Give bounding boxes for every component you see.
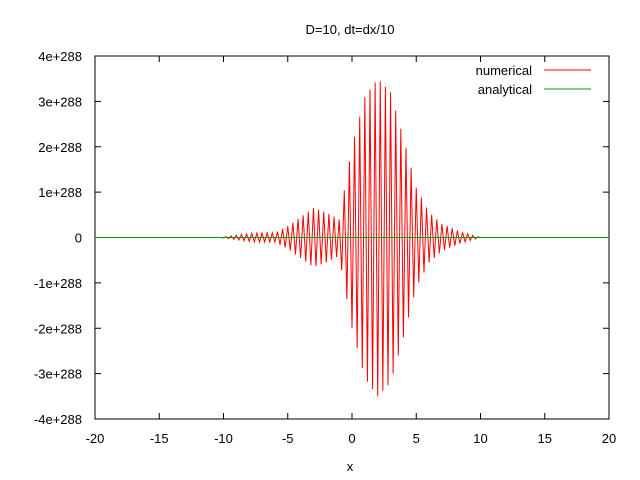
x-tick-label: -20 [86, 431, 105, 446]
x-tick-label: 20 [602, 431, 616, 446]
y-tick-label: 3e+288 [38, 94, 82, 109]
x-tick-label: 10 [473, 431, 487, 446]
y-tick-label: 4e+288 [38, 49, 82, 64]
y-tick-label: 1e+288 [38, 185, 82, 200]
chart-title: D=10, dt=dx/10 [306, 22, 395, 37]
x-tick-label: -5 [282, 431, 294, 446]
y-axis: -4e+288 -3e+288 -2e+288 -1e+288 0 1e+288 2e+28… [34, 49, 609, 427]
legend-label-numerical: numerical [476, 63, 532, 78]
x-tick-label: -10 [214, 431, 233, 446]
y-tick-label: -4e+288 [34, 412, 82, 427]
x-axis-label: x [347, 459, 354, 474]
plot-area [95, 81, 609, 397]
x-tick-label: 15 [538, 431, 552, 446]
x-tick-label: -15 [150, 431, 169, 446]
y-tick-label: 2e+288 [38, 140, 82, 155]
legend: numerical analytical [476, 63, 591, 97]
y-tick-label: -3e+288 [34, 367, 82, 382]
y-tick-label: -2e+288 [34, 321, 82, 336]
y-tick-label: 0 [75, 231, 82, 246]
series-numerical-line [220, 81, 481, 397]
x-tick-label: 5 [413, 431, 420, 446]
legend-label-analytical: analytical [478, 82, 532, 97]
y-tick-label: -1e+288 [34, 276, 82, 291]
x-axis: -20 -15 -10 -5 0 5 10 15 20 [86, 56, 616, 446]
x-tick-label: 0 [348, 431, 355, 446]
